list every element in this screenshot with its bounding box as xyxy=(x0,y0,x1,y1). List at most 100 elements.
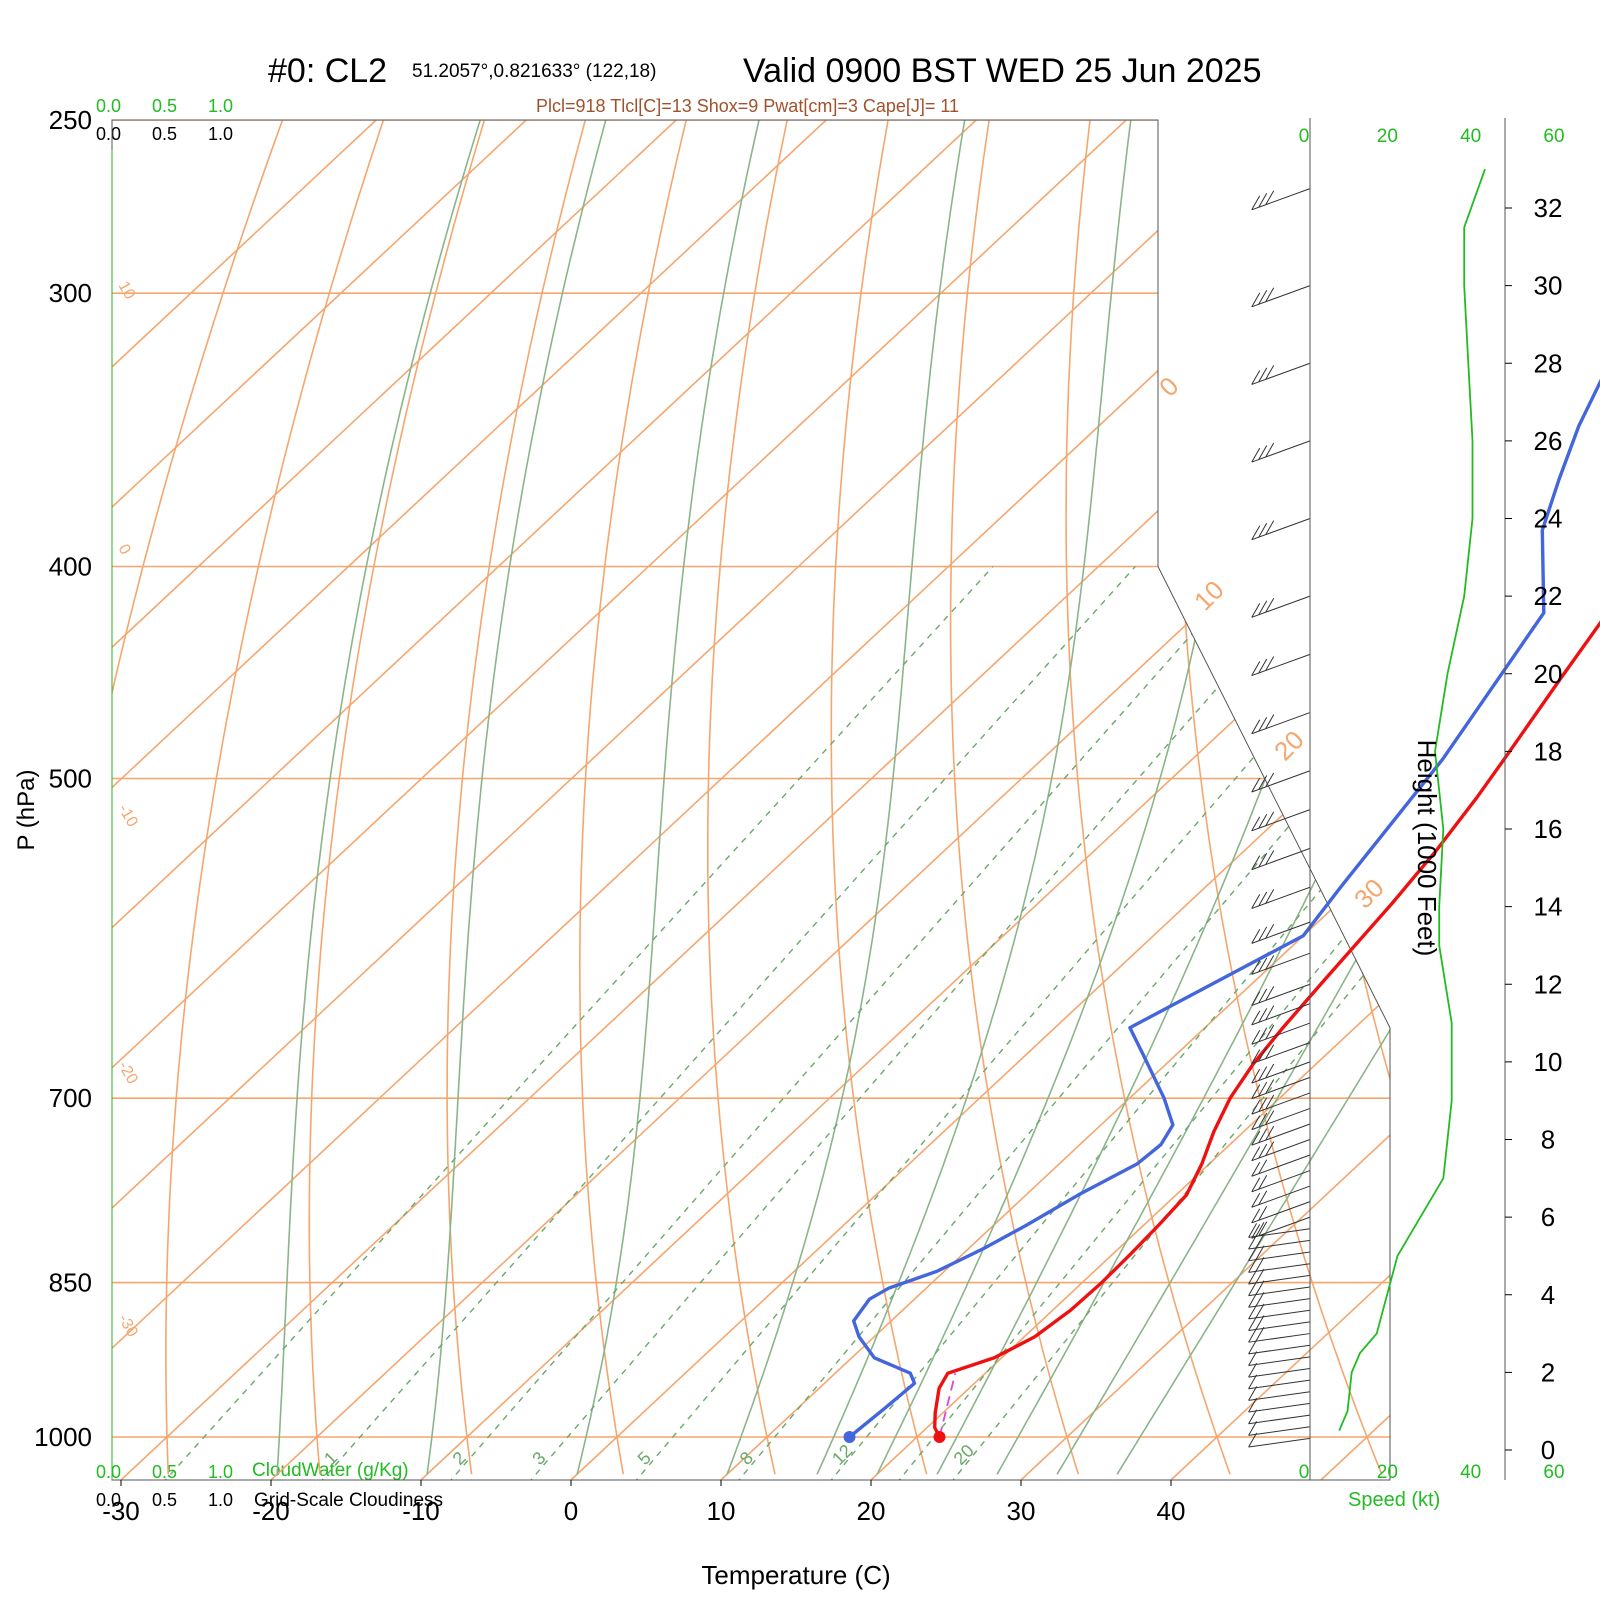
wind-barb xyxy=(1251,440,1311,463)
temperature-tick-label: 0 xyxy=(564,1496,578,1526)
isotherm-line xyxy=(870,120,1390,1480)
wind-barb xyxy=(1251,1170,1311,1193)
height-tick-label: 26 xyxy=(1534,426,1563,456)
temperature-surface-marker xyxy=(933,1431,946,1443)
pressure-tick-label: 400 xyxy=(49,552,92,582)
mixing-ratio-line xyxy=(895,566,1390,1480)
temperature-tick-label: 40 xyxy=(1157,1496,1186,1526)
wind-barb xyxy=(1251,809,1311,832)
isotherm-line xyxy=(420,120,1390,1480)
temperature-tick-label: 10 xyxy=(707,1496,736,1526)
isotherm-label: -10 xyxy=(115,802,141,831)
speed-axis-label: Speed (kt) xyxy=(1348,1489,1440,1511)
mixing-ratio-label: 5 xyxy=(634,1448,655,1469)
mixing-ratio-line xyxy=(828,566,1390,1480)
dry-adiabat xyxy=(112,120,298,1475)
mixing-ratio-label: 2 xyxy=(449,1448,470,1469)
wind-barb xyxy=(1251,1201,1311,1224)
speed-tick-label: 20 xyxy=(1377,126,1398,147)
moist-adiabat xyxy=(1116,120,1390,1475)
run-label: #0: CL2 xyxy=(268,52,387,90)
wind-barb xyxy=(1251,1107,1311,1131)
parcel-line xyxy=(938,1372,957,1438)
cloud-scale-top: 0.0 0.5 1.0 0.0 0.5 1.0 xyxy=(96,96,233,144)
isotherm-line xyxy=(1020,120,1390,1480)
isotherm-line xyxy=(112,120,827,1480)
dry-adiabat xyxy=(949,120,1080,1475)
wind-barb xyxy=(1251,886,1311,909)
wind-barb xyxy=(1251,188,1311,211)
isotherm-line xyxy=(270,120,1390,1480)
dewpoint-line xyxy=(848,378,1600,1439)
speed-tick-label: 40 xyxy=(1460,1462,1481,1483)
wind-barb xyxy=(1248,1280,1311,1297)
mixing-ratio-labels: 1 2 3 5 8 12 20 xyxy=(320,1441,978,1469)
wind-barb xyxy=(1251,1185,1311,1208)
height-tick-label: 12 xyxy=(1534,969,1563,999)
isotherm-line xyxy=(112,120,377,1480)
height-axis-label: Height (1000 Feet) xyxy=(1412,740,1442,957)
dry-adiabat xyxy=(165,120,398,1475)
pressure-tick-label: 500 xyxy=(49,764,92,794)
dry-adiabat xyxy=(1594,81,1600,1474)
wind-barb xyxy=(1251,1092,1311,1115)
cloud-scale-bottom: 0.0 0.5 1.0 CloudWater (g/Kg) 0.0 0.5 1.… xyxy=(96,1460,443,1511)
isotherm-line xyxy=(720,120,1390,1480)
height-tick-label: 18 xyxy=(1534,736,1563,766)
isotherm-line xyxy=(1320,120,1390,1480)
pressure-axis: 250 300 400 500 700 850 1000 xyxy=(34,105,92,1452)
moist-adiabat xyxy=(996,120,1390,1475)
height-tick-label: 10 xyxy=(1534,1047,1563,1077)
wind-barb xyxy=(1248,1351,1311,1366)
moist-adiabat xyxy=(426,120,607,1475)
temperature-tick-label: 30 xyxy=(1007,1496,1036,1526)
isotherm-label: -30 xyxy=(115,1312,141,1341)
wind-barb xyxy=(1251,1022,1311,1045)
wind-barb xyxy=(1251,952,1311,975)
temperature-tick-label: -10 xyxy=(402,1496,440,1526)
wind-barb xyxy=(1248,1291,1311,1308)
height-tick-label: 0 xyxy=(1541,1435,1555,1465)
speed-tick-label: 60 xyxy=(1543,1462,1564,1483)
moist-adiabat xyxy=(816,120,1132,1475)
indices-label: Plcl=918 Tlcl[C]=13 Shox=9 Pwat[cm]=3 Ca… xyxy=(536,96,959,116)
cloud-scale-top-green-0: 0.0 xyxy=(96,96,121,116)
wind-barb xyxy=(1248,1362,1311,1378)
wind-barb xyxy=(1248,1421,1311,1436)
wind-barb xyxy=(1248,1386,1311,1401)
temperature-tick-label: -20 xyxy=(252,1496,290,1526)
isotherm-line xyxy=(1170,120,1390,1480)
height-tick-label: 16 xyxy=(1534,814,1563,844)
isotherm-line xyxy=(112,120,1127,1480)
height-wind-panel: 0246810121416182022242628303200202040406… xyxy=(1299,118,1565,1483)
dry-adiabat xyxy=(707,120,797,1475)
y-axis-label: P (hPa) xyxy=(13,770,40,851)
height-tick-label: 28 xyxy=(1534,348,1563,378)
height-tick-label: 8 xyxy=(1541,1125,1555,1155)
pressure-tick-label: 700 xyxy=(49,1083,92,1113)
isotherm-line xyxy=(1471,120,1600,1480)
wind-barb xyxy=(1251,1061,1311,1084)
speed-tick-label: 60 xyxy=(1543,126,1564,147)
mixing-ratio-line xyxy=(949,566,1390,1480)
mixing-ratio-line xyxy=(527,566,1325,1480)
cloud-scale-bottom-black-1: 0.5 xyxy=(152,1490,177,1510)
wind-barb xyxy=(1248,1315,1311,1332)
dry-adiabat xyxy=(1065,120,1231,1475)
wind-barb xyxy=(1251,983,1311,1006)
mixing-ratio-line xyxy=(318,566,1136,1480)
temperature-line xyxy=(933,620,1600,1438)
cloud-scale-bottom-green-1: 0.5 xyxy=(152,1462,177,1482)
height-tick-label: 6 xyxy=(1541,1202,1555,1232)
dry-adiabat xyxy=(308,120,497,1475)
wind-barb xyxy=(1248,1432,1311,1448)
dry-adiabat xyxy=(830,120,928,1475)
temperature-axis: -30 -20 -10 0 10 20 30 40 xyxy=(102,1480,1185,1526)
sounding-series xyxy=(843,378,1600,1443)
dry-adiabat xyxy=(1285,120,1390,1475)
cloud-scale-bottom-black-2: 1.0 xyxy=(208,1490,233,1510)
cloud-scale-bottom-green-2: 1.0 xyxy=(208,1462,233,1482)
wind-barb xyxy=(1251,1139,1311,1162)
wind-barb xyxy=(1251,1123,1311,1146)
